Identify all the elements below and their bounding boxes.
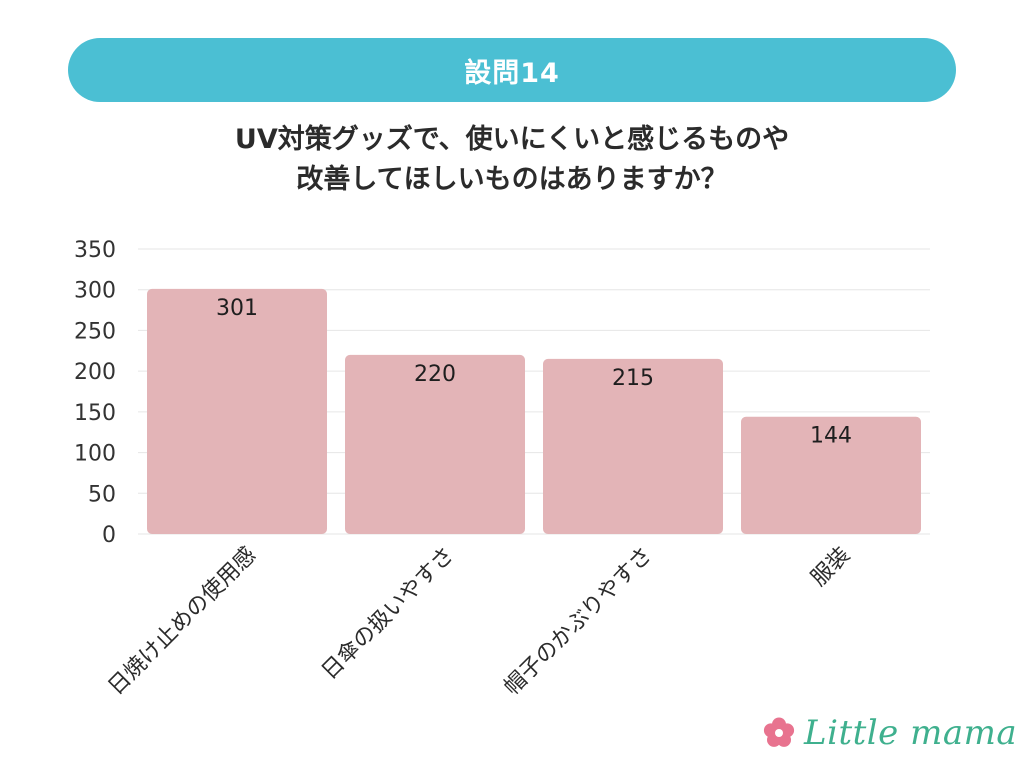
question-number-label: 設問14 (464, 57, 560, 89)
y-tick-label: 0 (102, 523, 116, 548)
question-line-1: UV対策グッズで、使いにくいと感じるものや (234, 124, 790, 155)
data-labels: 301 220 215 144 (216, 296, 852, 449)
brand-logo-text: Little mama (804, 713, 1018, 753)
data-label: 301 (216, 296, 258, 321)
x-tick-label: 服装 (806, 543, 855, 592)
x-tick-label: 帽子のかぶりやすさ (500, 543, 658, 701)
data-label: 220 (414, 362, 456, 387)
x-tick-label: 日焼け止めの使用感 (104, 543, 262, 701)
data-label: 215 (612, 366, 654, 391)
data-label: 144 (810, 424, 852, 449)
bar (345, 354, 525, 534)
y-axis-ticks: 0 50 100 150 200 250 300 350 (74, 238, 116, 548)
y-tick-label: 100 (74, 442, 116, 467)
x-tick-label: 日傘の扱いやすさ (317, 543, 459, 685)
bar (543, 358, 723, 534)
y-tick-label: 200 (74, 360, 116, 385)
y-tick-label: 50 (88, 482, 116, 507)
bar (741, 416, 921, 534)
question-text: UV対策グッズで、使いにくいと感じるものや 改善してほしいものはありますか？ (0, 120, 1024, 200)
x-axis-ticks: 日焼け止めの使用感 日傘の扱いやすさ 帽子のかぶりやすさ 服装 (104, 543, 856, 701)
y-tick-label: 150 (74, 401, 116, 426)
question-line-2: 改善してほしいものはありますか？ (296, 164, 728, 195)
y-tick-label: 350 (74, 238, 116, 263)
chart-bars (147, 288, 921, 534)
bar (147, 288, 327, 534)
brand-logo: Little mama (760, 708, 1017, 758)
y-tick-label: 300 (74, 279, 116, 304)
question-number-banner: 設問14 (68, 38, 956, 102)
y-tick-label: 250 (74, 319, 116, 344)
flower-icon (763, 717, 795, 747)
